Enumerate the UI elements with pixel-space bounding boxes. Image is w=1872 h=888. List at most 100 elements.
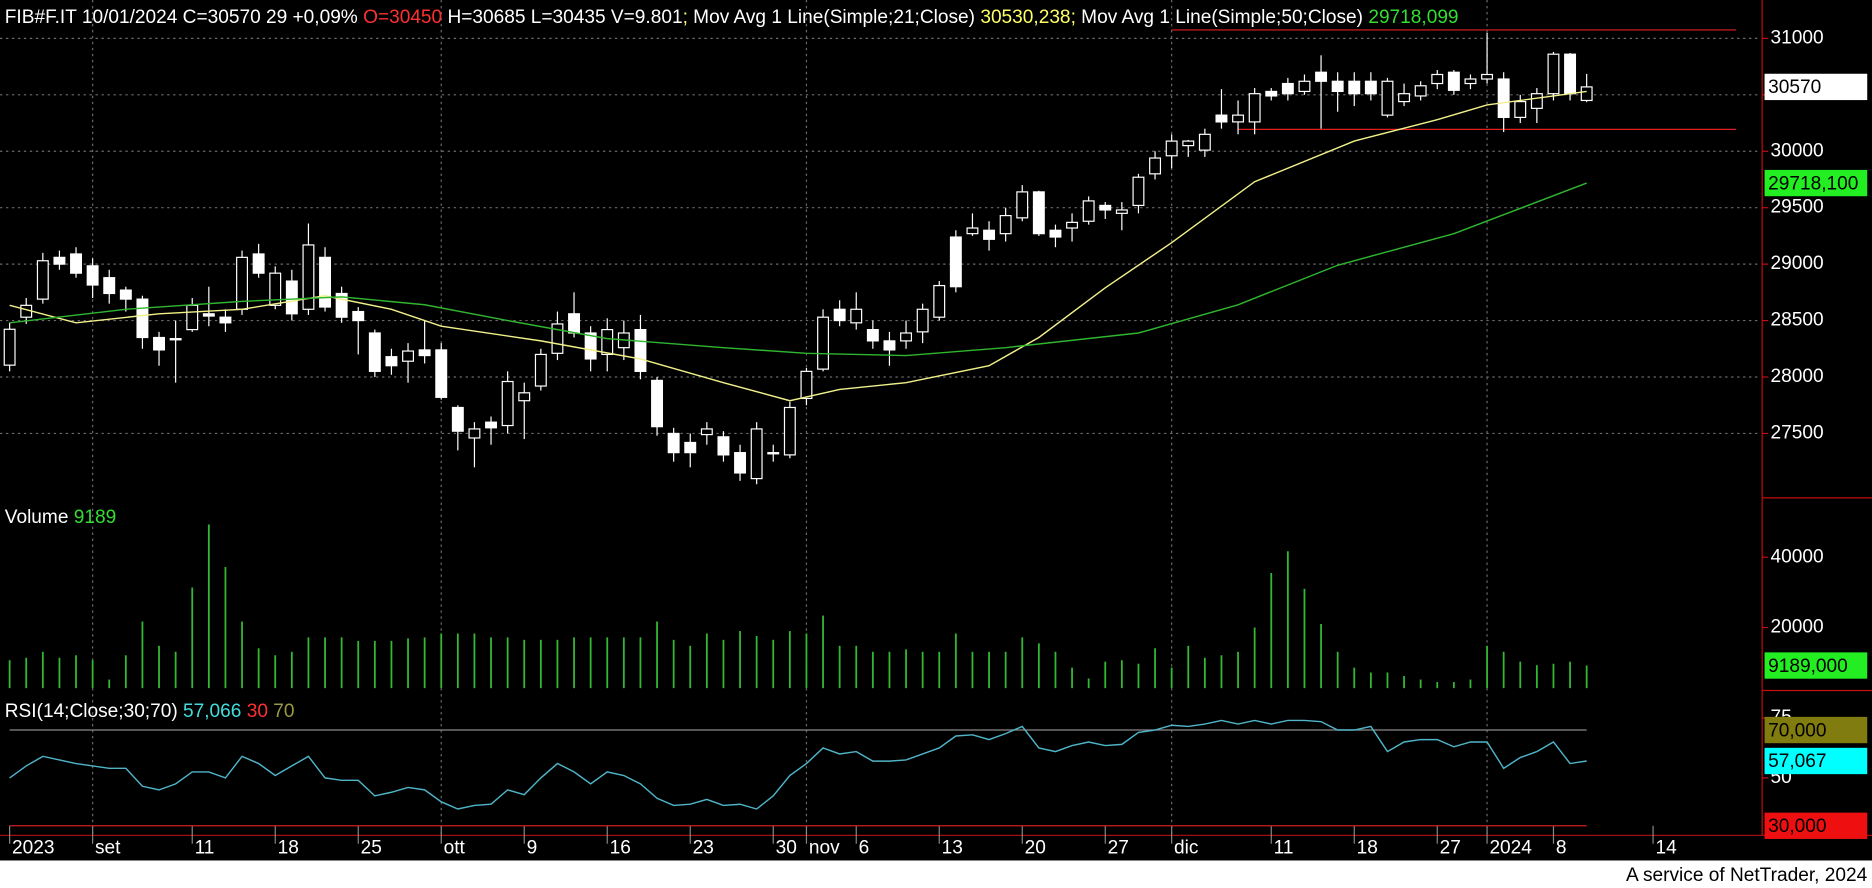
candle-body <box>418 349 431 357</box>
candle-body <box>933 284 946 318</box>
panel-title: 70 <box>268 701 295 722</box>
candle-body <box>169 338 182 341</box>
panel-title: Mov Avg 1 Line(Simple;21;Close) <box>693 7 980 28</box>
candle-body <box>900 332 913 342</box>
candle-body <box>1530 93 1543 109</box>
candle-body <box>1182 140 1195 147</box>
moving-average-line <box>9 90 1587 402</box>
candle-body <box>1165 140 1178 157</box>
value-box-label: 57,067 <box>1768 751 1826 772</box>
x-tick-label: 14 <box>1655 838 1677 859</box>
candle-body <box>302 244 315 310</box>
candle-body <box>153 336 166 351</box>
candle-body <box>601 329 614 356</box>
candle-body <box>501 380 514 427</box>
value-box <box>1764 716 1868 744</box>
value-box <box>1764 73 1868 101</box>
candle-body <box>1066 221 1079 229</box>
candle-body <box>883 340 896 351</box>
x-tick-label: 13 <box>942 838 963 859</box>
candle-body <box>219 316 232 324</box>
footer: A service of NetTrader, 2024 <box>1626 865 1868 886</box>
x-tick-label: 23 <box>693 838 714 859</box>
candle-body <box>1514 100 1527 118</box>
value-box-label: 30,000 <box>1768 816 1826 837</box>
y-tick-label: 29000 <box>1771 253 1824 274</box>
x-tick-label: 18 <box>278 838 299 859</box>
value-box-label: 70,000 <box>1768 720 1826 741</box>
y-tick-label: 20000 <box>1771 617 1824 638</box>
panel-title: 57,066 <box>183 701 241 722</box>
candle-body <box>850 308 863 324</box>
x-tick-label: 20 <box>1025 838 1046 859</box>
candle-body <box>983 229 996 240</box>
candle-body <box>451 406 464 432</box>
panel-title: ; <box>683 7 694 28</box>
panel-title: Mov Avg 1 Line(Simple;50;Close) <box>1081 7 1368 28</box>
x-tick-label: 27 <box>1440 838 1461 859</box>
candle-body <box>966 227 979 235</box>
candle-body <box>1580 86 1593 102</box>
candle-body <box>70 253 82 274</box>
candle-body <box>468 428 481 439</box>
candle-body <box>750 428 763 480</box>
candle-body <box>1132 176 1145 207</box>
candle-body <box>1016 191 1029 219</box>
candle-body <box>1464 78 1477 85</box>
candle-body <box>252 253 265 274</box>
candle-body <box>1414 85 1427 97</box>
candle-body <box>319 256 332 308</box>
footer-bar <box>0 860 1872 888</box>
candle-body <box>634 329 647 372</box>
candle-body <box>916 308 929 333</box>
value-box <box>1764 747 1868 775</box>
x-tick-label: 2023 <box>12 838 54 859</box>
candle-body <box>949 236 962 288</box>
candle-body <box>1481 73 1494 80</box>
x-tick-label: set <box>95 838 121 859</box>
candle-body <box>53 256 66 265</box>
y-tick-label: 28000 <box>1771 366 1824 387</box>
candle-body <box>767 452 780 455</box>
candle-body <box>783 406 796 456</box>
moving-average-line <box>9 182 1587 357</box>
candle-body <box>1381 80 1394 116</box>
candle-body <box>1115 209 1128 214</box>
x-tick-label: 6 <box>859 838 870 859</box>
panel-title: ; <box>1071 7 1082 28</box>
candle-body <box>651 379 664 428</box>
y-tick-label: 31000 <box>1771 27 1824 48</box>
candle-body <box>285 280 298 315</box>
candle-body <box>717 436 730 456</box>
x-tick-label: nov <box>809 838 840 859</box>
candle-body <box>817 316 830 370</box>
candle-body <box>119 289 132 300</box>
candle-body <box>186 304 199 331</box>
candle-body <box>485 421 498 429</box>
x-tick-label: 30 <box>776 838 797 859</box>
candle-body <box>36 260 49 300</box>
value-box <box>1764 652 1868 679</box>
candle-body <box>584 332 597 360</box>
candle-body <box>568 313 581 334</box>
x-tick-label: 16 <box>610 838 631 859</box>
candle-body <box>335 292 348 318</box>
candle-body <box>1049 229 1062 238</box>
panel-title: RSI(14;Close;30;70) <box>5 701 183 722</box>
x-tick-label: 18 <box>1357 838 1378 859</box>
x-tick-label: 25 <box>361 838 382 859</box>
candle-body <box>1198 133 1211 151</box>
candle-body <box>1398 93 1411 103</box>
panel-title: FIB#F.IT 10/01/2024 C=30570 29 +0,09% <box>5 7 363 28</box>
value-box-label: 29718,100 <box>1768 173 1858 194</box>
candle-body <box>551 323 564 354</box>
candle-body <box>1298 80 1311 93</box>
candle-body <box>368 332 381 372</box>
candle-body <box>999 214 1012 235</box>
candle-body <box>1348 80 1361 95</box>
value-box-label: 30570 <box>1768 77 1821 98</box>
candle-body <box>1265 90 1278 97</box>
candle-body <box>86 265 99 286</box>
